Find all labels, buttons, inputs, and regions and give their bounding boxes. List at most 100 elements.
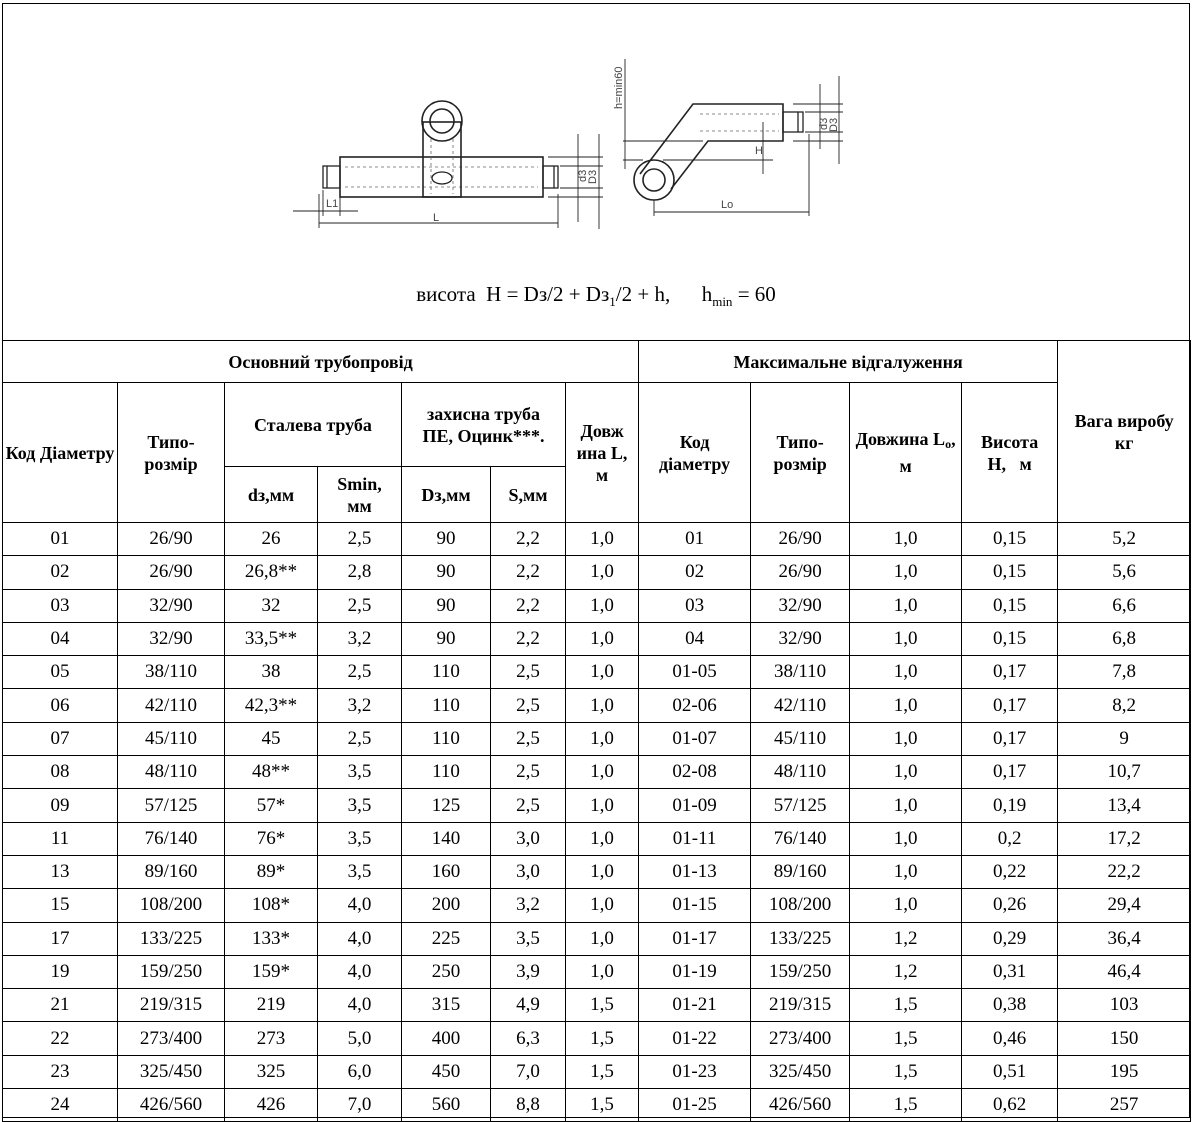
table-cell: 195 <box>1057 1054 1192 1090</box>
table-cell: 426/560 <box>117 1088 225 1122</box>
table-cell: 2,5 <box>490 721 566 757</box>
table-cell: 1,5 <box>564 988 640 1023</box>
table-cell: 4,0 <box>317 888 402 923</box>
header-type-size: Типо-розмір <box>117 382 225 523</box>
table-cell: 76/140 <box>117 821 225 856</box>
table-cell: 2,5 <box>317 655 402 690</box>
table-row: 04 32/90 33,5** 3,2 90 2,2 1,0 04 32/90 1,0 0,15 6,… <box>2 621 1192 657</box>
table-cell: 17 <box>2 921 118 956</box>
table-cell: 1,0 <box>564 788 640 823</box>
table-cell: 1,0 <box>564 555 640 590</box>
table-cell: 02-06 <box>638 688 752 723</box>
table-cell: 5,6 <box>1057 555 1192 590</box>
table-cell: 0,38 <box>961 988 1059 1023</box>
table-cell: 04 <box>638 621 752 657</box>
table-cell: 1,0 <box>849 888 963 923</box>
table-cell: 6,0 <box>317 1054 402 1090</box>
table-cell: 3,0 <box>490 854 566 890</box>
dim-label-L1: L1 <box>326 198 338 210</box>
table-row: 21 219/315 219 4,0 315 4,9 1,5 01-21 219/315 1,5 0… <box>2 988 1192 1023</box>
table-row: 08 48/110 48** 3,5 110 2,5 1,0 02-08 48/110 1,0 0,… <box>2 755 1192 790</box>
table-cell: 46,4 <box>1057 954 1192 990</box>
table-cell: 11 <box>2 821 118 856</box>
table-cell: 1,0 <box>564 888 640 923</box>
header-code-diameter: Код Діаметру <box>2 382 118 523</box>
table-cell: 01-09 <box>638 788 752 823</box>
table-cell: 1,5 <box>849 1054 963 1090</box>
table-row: 24 426/560 426 7,0 560 8,8 1,5 01-25 426/560 1,5 0… <box>2 1088 1192 1122</box>
table-cell: 1,0 <box>849 788 963 823</box>
table-cell: 0,51 <box>961 1054 1059 1090</box>
formula-prefix: висота H = Dз/2 + Dз <box>416 282 610 306</box>
table-cell: 0,19 <box>961 788 1059 823</box>
table-cell: 125 <box>401 788 491 823</box>
header-branch-type: Типо-розмір <box>750 382 851 523</box>
table-cell: 7,0 <box>490 1054 566 1090</box>
table-cell: 108* <box>224 888 318 923</box>
table-cell: 133/225 <box>750 921 851 956</box>
table-cell: 24 <box>2 1088 118 1122</box>
table-cell: 1,5 <box>564 1054 640 1090</box>
table-cell: 01-22 <box>638 1021 752 1056</box>
formula-sub2: min <box>712 294 733 310</box>
branch-length-label: Довжина L <box>855 429 946 449</box>
table-cell: 19 <box>2 954 118 990</box>
bent-pipe-drawing <box>623 59 843 216</box>
table-cell: 26 <box>224 521 318 557</box>
table-cell: 26/90 <box>117 521 225 557</box>
table-cell: 01 <box>638 521 752 557</box>
table-cell: 1,0 <box>564 821 640 856</box>
header-main-pipeline: Основний трубопровід <box>1 340 640 383</box>
table-cell: 22,2 <box>1057 854 1192 890</box>
table-cell: 89/160 <box>750 854 851 890</box>
table-cell: 0,62 <box>961 1088 1059 1122</box>
branch-length-unit: , м <box>899 429 956 476</box>
table-cell: 225 <box>401 921 491 956</box>
table-cell: 01-17 <box>638 921 752 956</box>
table-cell: 57/125 <box>750 788 851 823</box>
table-cell: 2,5 <box>490 688 566 723</box>
document-sheet: L1 L d3 D3 h=min60 H Lo d3 D3 висота H =… <box>1 3 1192 1122</box>
table-cell: 2,5 <box>317 588 402 623</box>
header-protect-pipe: захисна труба ПЕ, Оцинк***. <box>401 382 566 467</box>
table-cell: 159/250 <box>117 954 225 990</box>
table-cell: 13 <box>2 854 118 890</box>
table-cell: 3,5 <box>317 854 402 890</box>
table-cell: 4,0 <box>317 988 402 1023</box>
table-cell: 0,22 <box>961 854 1059 890</box>
table-row: 05 38/110 38 2,5 110 2,5 1,0 01-05 38/110 1,0 0,17… <box>2 655 1192 690</box>
table-cell: 17,2 <box>1057 821 1192 856</box>
formula-middle: /2 + h, h <box>615 282 713 306</box>
tee-pipe-drawing <box>293 100 603 229</box>
table-cell: 1,2 <box>849 921 963 956</box>
table-cell: 42,3** <box>224 688 318 723</box>
table-cell: 150 <box>1057 1021 1192 1056</box>
table-cell: 0,26 <box>961 888 1059 923</box>
table-cell: 4,9 <box>490 988 566 1023</box>
table-cell: 5,0 <box>317 1021 402 1056</box>
table-cell: 01-23 <box>638 1054 752 1090</box>
table-cell: 133/225 <box>117 921 225 956</box>
table-cell: 4,0 <box>317 921 402 956</box>
table-cell: 1,0 <box>849 755 963 790</box>
table-cell: 48** <box>224 755 318 790</box>
table-cell: 01-21 <box>638 988 752 1023</box>
table-cell: 90 <box>401 621 491 657</box>
table-cell: 273/400 <box>117 1021 225 1056</box>
table-cell: 0,15 <box>961 621 1059 657</box>
table-cell: 1,5 <box>849 988 963 1023</box>
table-cell: 13,4 <box>1057 788 1192 823</box>
table-body: 01 26/90 26 2,5 90 2,2 1,0 01 26/90 1,0 0,15 5,2 02 2… <box>2 521 1192 1122</box>
table-cell: 01-11 <box>638 821 752 856</box>
table-cell: 01-15 <box>638 888 752 923</box>
table-cell: 32/90 <box>117 621 225 657</box>
table-cell: 9 <box>1057 721 1192 757</box>
table-cell: 02-08 <box>638 755 752 790</box>
table-cell: 32 <box>224 588 318 623</box>
table-cell: 2,2 <box>490 621 566 657</box>
formula-suffix: = 60 <box>732 282 776 306</box>
table-cell: 3,2 <box>490 888 566 923</box>
table-row: 19 159/250 159* 4,0 250 3,9 1,0 01-19 159/250 1,2… <box>2 954 1192 990</box>
table-cell: 01-05 <box>638 655 752 690</box>
table-cell: 33,5** <box>224 621 318 657</box>
